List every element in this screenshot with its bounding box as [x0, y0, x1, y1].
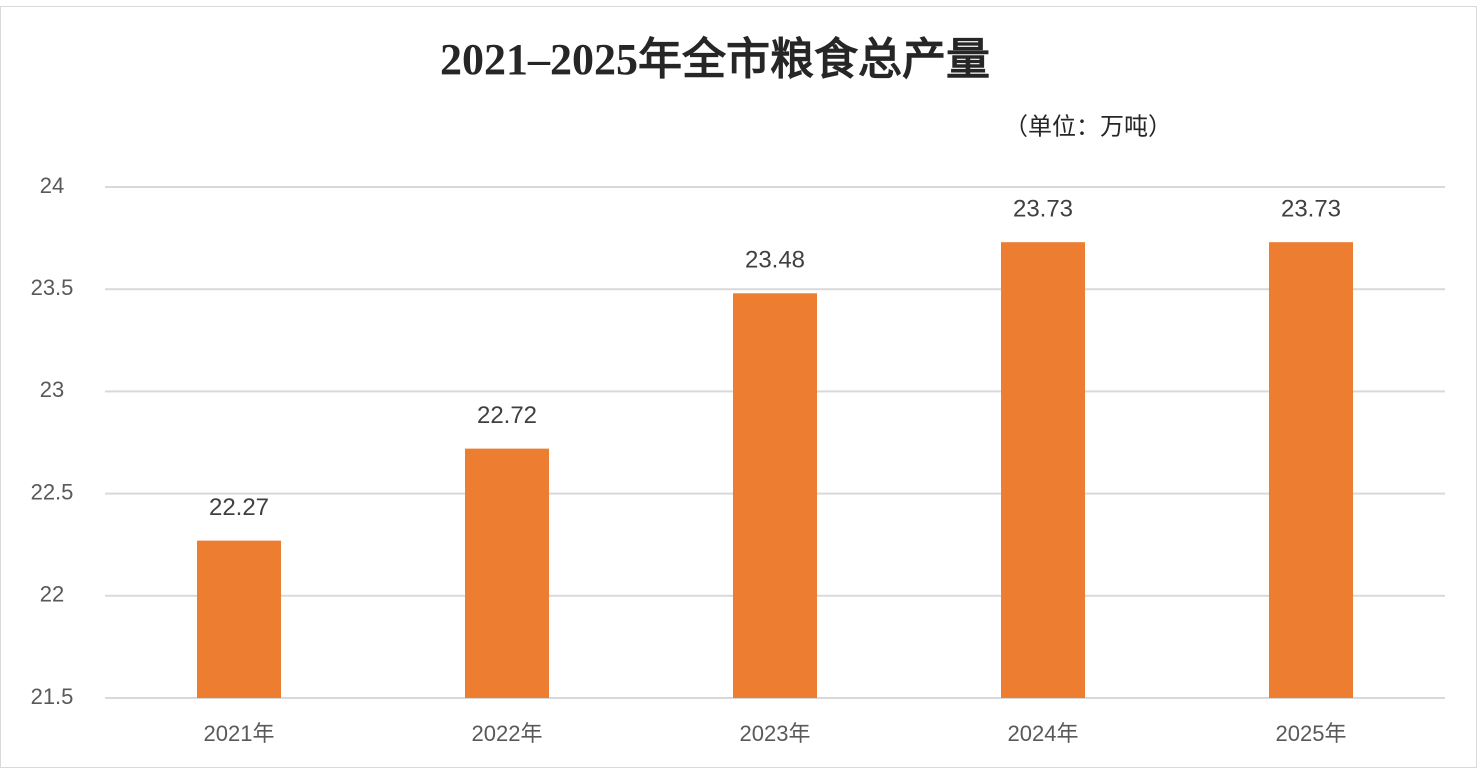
x-tick-label: 2023年	[740, 721, 811, 746]
data-label: 22.72	[477, 402, 537, 429]
bar	[733, 293, 817, 698]
chart-title: 2021–2025年全市粮食总产量	[440, 34, 990, 84]
data-label: 23.48	[745, 247, 805, 274]
y-tick-label: 23.5	[31, 275, 74, 300]
bar	[1001, 242, 1085, 699]
y-tick-label: 22.5	[31, 479, 74, 504]
y-tick-label: 23	[40, 377, 64, 402]
y-tick-label: 21.5	[31, 684, 74, 709]
x-tick-label: 2021年	[204, 721, 275, 746]
bar	[465, 448, 549, 698]
bar	[197, 540, 281, 698]
y-tick-label: 22	[40, 582, 64, 607]
data-label: 23.73	[1013, 196, 1073, 223]
data-label: 22.27	[209, 494, 269, 521]
x-tick-label: 2022年	[472, 721, 543, 746]
x-tick-label: 2024年	[1008, 721, 1079, 746]
x-tick-label: 2025年	[1276, 721, 1347, 746]
y-tick-label: 24	[40, 173, 64, 198]
data-label: 23.73	[1281, 196, 1341, 223]
bar	[1269, 242, 1353, 699]
chart-subtitle: （单位：万吨）	[1004, 113, 1172, 140]
